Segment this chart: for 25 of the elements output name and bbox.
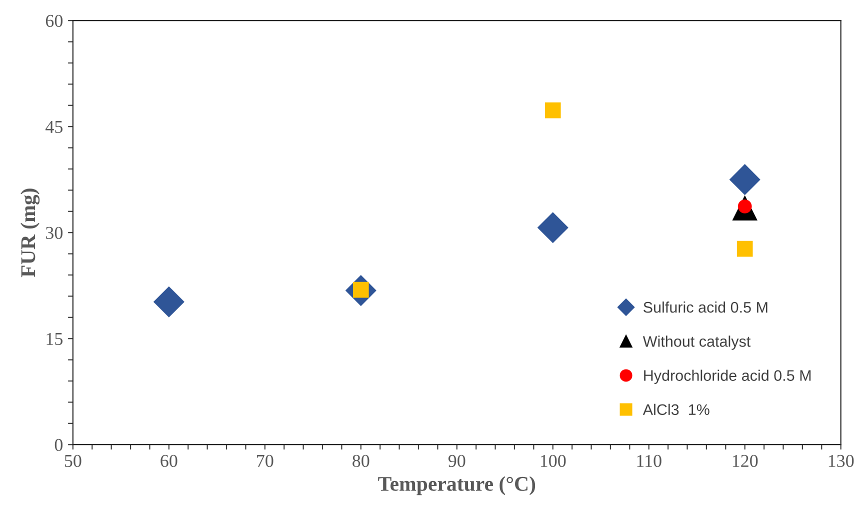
x-tick-label: 110 [637,454,662,468]
point [537,212,568,244]
x-tick-label: 130 [828,454,854,468]
y-tick-label: 60 [46,14,63,27]
y-tick-label: 45 [46,120,62,134]
x-tick-label: 50 [64,454,82,468]
x-tick-label: 60 [160,454,178,468]
legend-label: Sulfuric acid 0.5 M [644,302,768,313]
y-axis-title: FUR (mg) [20,188,40,278]
x-tick-label: 70 [257,454,274,468]
y-tick-label: 15 [46,332,62,346]
legend-label: Without catalyst [642,336,751,350]
point [153,286,184,318]
x-tick-label: 80 [352,454,370,468]
x-tick-label: 100 [540,454,566,468]
legend-label: AlCl3 1% [642,404,710,416]
y-tick-label: 30 [46,226,63,240]
point [544,102,561,118]
point [736,240,753,257]
y-tick-label: 0 [54,438,63,452]
x-tick-label: 120 [732,454,758,468]
x-tick-label: 90 [448,454,466,468]
x-axis-title: Temperature (°C) [378,476,536,496]
point [729,164,760,196]
legend-label: Hydrochloride acid 0.5 M [644,370,811,384]
